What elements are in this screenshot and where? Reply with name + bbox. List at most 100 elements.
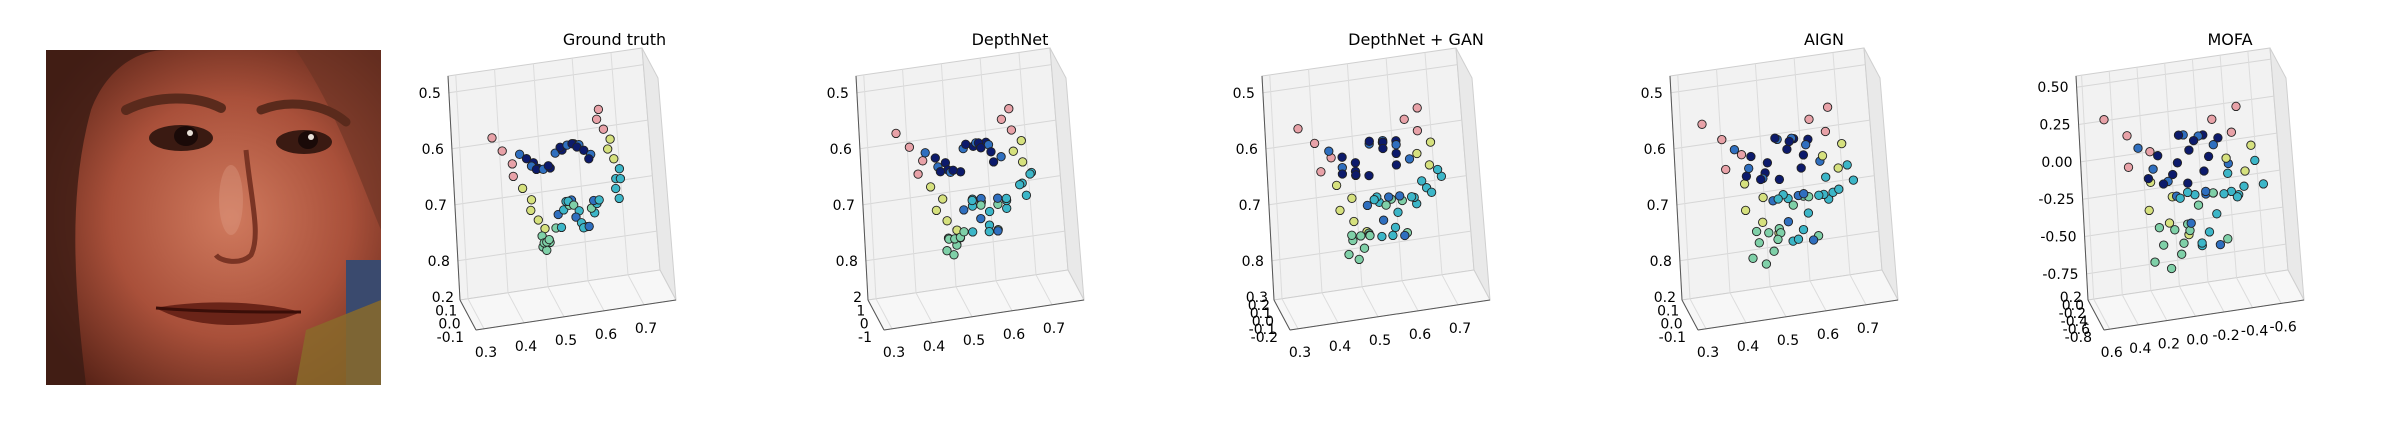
- landmark-point: [1432, 164, 1443, 175]
- landmark-point: [1801, 140, 1811, 150]
- landmark-point: [1391, 140, 1401, 150]
- y-tick-label: 0.0: [1252, 314, 1274, 330]
- z-tick-label: 0.8: [1650, 254, 1672, 270]
- x-tick-label: 0.6: [595, 327, 617, 343]
- landmark-point: [1391, 160, 1402, 170]
- x-tick-label: 0.3: [1697, 345, 1719, 361]
- z-tick-label: 0.7: [425, 198, 447, 214]
- landmark-point: [1769, 246, 1779, 256]
- y-tick-label: -0.8: [2065, 330, 2092, 346]
- landmark-point: [942, 246, 952, 256]
- landmark-point: [1764, 228, 1774, 238]
- landmark-point: [1736, 150, 1747, 160]
- landmark-point: [569, 200, 579, 210]
- landmark-point: [2153, 151, 2163, 161]
- landmark-point: [1337, 169, 1348, 179]
- landmark-point: [1364, 170, 1374, 181]
- grid-line: [1677, 74, 1691, 299]
- z-tick-label: 0.6: [422, 142, 444, 158]
- landmark-point: [1756, 174, 1766, 185]
- landmark-point: [1697, 119, 1707, 129]
- landmark-point: [968, 227, 978, 237]
- grid-line: [1262, 64, 1458, 94]
- landmark-point: [1729, 145, 1740, 155]
- landmark-point: [913, 169, 923, 179]
- landmark-point: [1761, 259, 1772, 269]
- landmark-point: [1002, 203, 1012, 213]
- landmark-point: [988, 157, 999, 167]
- y-tick-label: -0.1: [1249, 322, 1276, 338]
- axes-group: 0.50.60.70.80.3 0.4 0.5 0.6 0.70.30.20.10.0-…: [1233, 47, 1491, 361]
- landmark-point: [2170, 225, 2180, 235]
- landmark-point: [984, 206, 995, 217]
- landmark-point: [1814, 190, 1824, 200]
- grid-line: [2080, 132, 2277, 163]
- landmark-point: [1344, 249, 1354, 260]
- y-tick-label: 0.1: [1657, 303, 1679, 319]
- landmark-point: [1773, 194, 1783, 204]
- landmark-point: [1820, 126, 1831, 137]
- landmark-point: [2223, 168, 2233, 178]
- landmark-point: [614, 164, 625, 174]
- axis-line: [1289, 299, 1491, 331]
- y-tick-label: 0.2: [1654, 290, 1676, 306]
- landmark-point: [996, 152, 1006, 162]
- landmark-point: [1006, 125, 1017, 135]
- landmark-point: [920, 148, 930, 158]
- axis-line: [855, 75, 869, 301]
- grid-line: [1385, 58, 1403, 281]
- z-tick-label: 0.8: [428, 254, 450, 270]
- axis-line: [2103, 299, 2305, 331]
- landmark-point: [918, 156, 928, 166]
- landmark-point: [2133, 143, 2143, 153]
- landmark-point: [2221, 153, 2231, 163]
- landmark-point: [2186, 218, 2196, 228]
- z-tick-label: 0.50: [2037, 80, 2068, 96]
- grid-line: [571, 58, 589, 281]
- landmark-point: [2145, 147, 2155, 157]
- landmark-point: [1798, 224, 1809, 235]
- landmark-point: [967, 195, 977, 206]
- grid-line: [862, 175, 1061, 206]
- landmark-point: [976, 200, 986, 210]
- landmark-point: [1793, 234, 1804, 244]
- y-tick-label: -0.2: [2059, 306, 2086, 322]
- landmark-point: [955, 167, 966, 177]
- landmark-point: [1412, 103, 1422, 113]
- grid-line: [448, 64, 644, 94]
- x-tick-label: 0.5: [555, 333, 577, 349]
- grid-line: [2081, 75, 2095, 300]
- landmark-point: [1404, 154, 1415, 164]
- landmark-point: [2239, 181, 2249, 191]
- grid-line: [1321, 292, 1339, 324]
- x-tick-label: 0.7: [635, 321, 657, 337]
- landmark-point: [1362, 200, 1373, 211]
- x-tick-label: 0.4: [2129, 341, 2151, 357]
- landmark-point: [2148, 164, 2158, 174]
- x-tick-label: 0.7: [1043, 321, 1065, 337]
- grid-line: [1361, 286, 1379, 318]
- landmark-point: [948, 165, 958, 175]
- landmark-point: [931, 205, 942, 216]
- grid-line: [1832, 52, 1851, 275]
- y-tick-label: 0.3: [1246, 290, 1268, 306]
- landmark-point: [1016, 135, 1026, 146]
- landmark-point: [544, 234, 554, 245]
- landmark-point: [2123, 162, 2134, 172]
- landmark-point: [942, 216, 952, 226]
- landmark-point: [1744, 163, 1754, 174]
- landmark-point: [1293, 124, 1303, 134]
- landmark-point: [603, 144, 613, 154]
- axis-line: [883, 299, 1085, 331]
- landmark-point: [605, 134, 615, 144]
- x-tick-label: 0.2: [2158, 337, 2180, 353]
- grid-line: [1271, 230, 1471, 262]
- z-tick-label: -0.50: [2040, 230, 2076, 246]
- grid-line: [1265, 119, 1462, 150]
- landmark-point: [996, 114, 1007, 124]
- y-tick-label: -0.6: [2063, 322, 2090, 338]
- scatter3d-plot: 0.5 0.6 0.7 0.8 0.3 0.4 0.5 0.6 0.7 0.20.10.0-0.1: [1641, 47, 1899, 361]
- y-tick-label: 0.1: [435, 303, 457, 319]
- y-tick-label: -0.2: [1251, 330, 1278, 346]
- landmark-point: [1331, 180, 1342, 191]
